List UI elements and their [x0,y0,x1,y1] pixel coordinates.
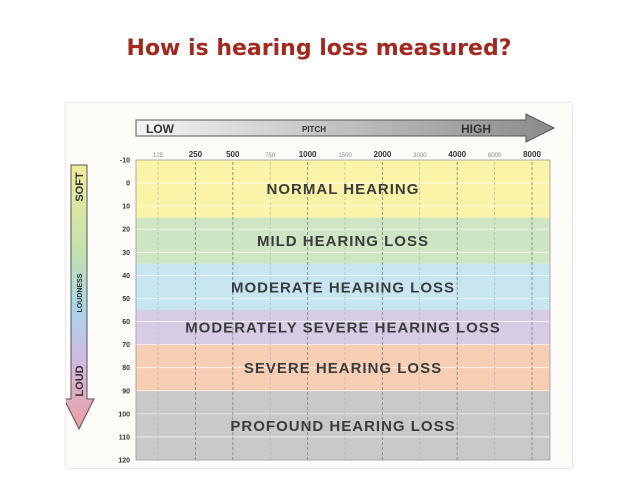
pitch-high-label: HIGH [461,122,491,136]
band-label: SEVERE HEARING LOSS [244,360,442,377]
loudness-axis-label: LOUDNESS [77,273,84,312]
band-label: MODERATE HEARING LOSS [231,279,455,296]
hearing-band [136,217,550,264]
db-level-label: -10 [120,158,130,165]
pitch-axis-label: PITCH [302,125,326,134]
audiogram-svg: LOW PITCH HIGH SOFT LOUDNESS LOUD -10 0 10… [66,113,556,465]
frequency-tick-label: 4000 [448,150,466,159]
loudness-soft-label: SOFT [74,172,86,202]
db-level-label: 120 [118,458,130,465]
band-label: MODERATELY SEVERE HEARING LOSS [185,320,501,337]
hearing-band [136,310,550,345]
frequency-tick-label: 1500 [338,153,352,159]
frequency-tick-label: 6000 [488,153,502,159]
db-level-label: 70 [122,342,130,349]
frequency-tick-label: 1000 [299,150,317,159]
frequency-tick-label: 2000 [374,150,392,159]
band-label: NORMAL HEARING [267,181,420,198]
loudness-loud-label: LOUD [74,365,86,396]
db-level-label: 0 [126,181,130,188]
db-level-label: 110 [119,434,130,441]
band-label: PROFOUND HEARING LOSS [230,418,455,435]
db-level-label: 10 [122,204,130,211]
hearing-band [136,263,550,310]
audiogram-chart: LOW PITCH HIGH SOFT LOUDNESS LOUD -10 0 10… [66,103,572,468]
db-level-label: 30 [122,250,130,257]
hearing-band [136,390,550,460]
hearing-band [136,160,550,218]
db-level-label: 100 [118,411,130,418]
frequency-tick-label: 3000 [413,153,427,159]
frequency-tick-label: 250 [189,150,203,159]
frequency-tick-label: 750 [265,153,276,159]
db-level-label: 60 [122,319,130,326]
frequency-tick-label: 8000 [523,150,541,159]
db-level-label: 40 [122,273,130,280]
page-title: How is hearing loss measured? [126,36,512,61]
loudness-arrow [66,164,95,431]
band-label: MILD HEARING LOSS [257,233,429,250]
chart-frame [135,159,551,461]
db-level-label: 50 [122,296,130,303]
pitch-arrow [135,113,556,143]
db-level-label: 80 [122,365,130,372]
db-level-label: 20 [122,227,130,234]
pitch-low-label: LOW [146,122,175,136]
frequency-tick-label: 125 [153,153,164,159]
frequency-tick-label: 500 [226,150,240,159]
db-level-label: 90 [122,388,130,395]
